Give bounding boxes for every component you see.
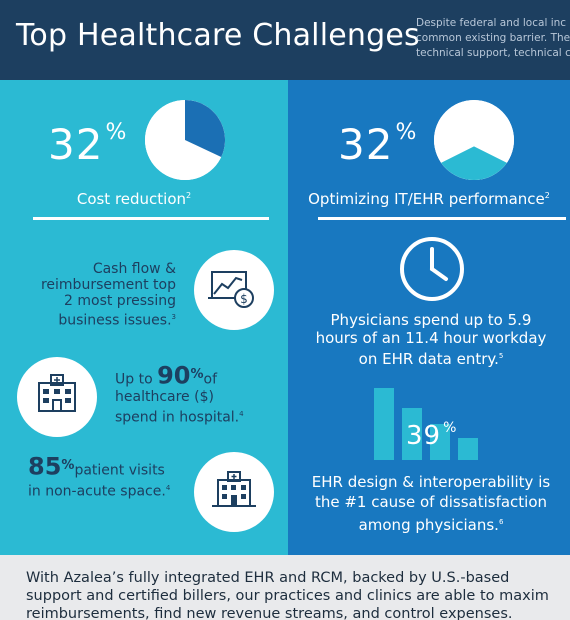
header-banner: Top Healthcare Challenges Despite federa… — [0, 0, 570, 80]
ehr-bar-graphic — [374, 388, 484, 460]
clinic-building-icon — [194, 452, 274, 532]
cost-pie-chart — [145, 100, 225, 180]
it-level-chart — [434, 100, 514, 180]
right-divider — [318, 217, 566, 220]
cashflow-line: Cash flow & — [92, 261, 176, 277]
ehr-unit: % — [443, 420, 458, 436]
visits-line-1: 85%patient visits — [28, 455, 208, 480]
cost-label-text: Cost reduction — [76, 190, 187, 208]
cashflow-ref: 3 — [171, 313, 176, 321]
cost-reduction-label: Cost reduction2 — [0, 190, 268, 208]
left-panel: 32% Cost reduction2 Cash flow & reimburs… — [0, 80, 288, 555]
hospital-unit: % — [190, 367, 204, 382]
hospital-line-text: spend in hospital. — [115, 409, 240, 426]
ehr-dissatisfaction-text: EHR design & interoperability is the #1 … — [288, 472, 570, 535]
it-label-text: Optimizing IT/EHR performance — [308, 190, 545, 208]
physicians-text: Physicians spend up to 5.9 hours of an 1… — [288, 311, 570, 368]
visits-suffix: patient visits — [74, 462, 165, 479]
visits-ref: 4 — [165, 483, 171, 492]
it-ref: 2 — [544, 191, 550, 200]
physicians-line: Physicians spend up to 5.9 — [330, 311, 532, 329]
intro-line: technical support, technical c — [416, 47, 570, 59]
ehr-percent: 39% — [406, 420, 457, 451]
ehr-bar — [458, 438, 478, 460]
it-fill-area — [434, 146, 514, 180]
finance-chart-icon: $ — [194, 250, 274, 330]
cost-pie-slice — [185, 100, 225, 158]
ehr-bar — [402, 408, 422, 460]
cost-unit: % — [105, 120, 128, 145]
intro-line: common existing barrier. The — [416, 32, 570, 44]
cashflow-text: Cash flow & reimbursement top 2 most pre… — [20, 261, 176, 329]
visits-unit: % — [61, 458, 75, 473]
ehr-line-text: among physicians. — [358, 516, 499, 534]
physicians-line: hours of an 11.4 hour workday — [315, 329, 547, 347]
cashflow-line: 2 most pressing — [64, 293, 176, 309]
intro-line: Despite federal and local inc — [416, 17, 567, 29]
cashflow-line: business issues.3 — [20, 309, 176, 329]
it-performance-percent: 32% — [338, 120, 417, 169]
physicians-ref: 5 — [498, 352, 504, 360]
it-performance-label: Optimizing IT/EHR performance2 — [288, 190, 570, 208]
cost-value: 32 — [48, 120, 104, 169]
visits-value: 85 — [28, 452, 62, 481]
left-divider — [33, 217, 269, 220]
physicians-line: on EHR data entry.5 — [288, 347, 570, 368]
cashflow-line-text: business issues. — [58, 312, 172, 329]
hospital-suffix: of — [203, 371, 218, 388]
it-value: 32 — [338, 120, 394, 169]
footer-line: With Azalea’s fully integrated EHR and R… — [26, 570, 510, 586]
header-intro-text: Despite federal and local inc common exi… — [416, 16, 570, 61]
visits-line-2: in non-acute space.4 — [28, 480, 208, 501]
visits-text: 85%patient visits in non-acute space.4 — [28, 455, 208, 501]
right-panel: 32% Optimizing IT/EHR performance2 Physi… — [288, 80, 570, 555]
hospital-line-1: Up to 90%of — [115, 364, 285, 389]
hospital-ref: 4 — [239, 409, 244, 418]
ehr-line: EHR design & interoperability is — [311, 473, 551, 491]
ehr-value: 39 — [406, 421, 442, 451]
hospital-spend-text: Up to 90%of healthcare ($) spend in hosp… — [115, 364, 285, 427]
ehr-bar — [430, 424, 450, 460]
footer-text: With Azalea’s fully integrated EHR and R… — [26, 569, 570, 620]
hospital-value: 90 — [157, 361, 191, 390]
footer-line: reimbursements, find new revenue streams… — [26, 606, 513, 620]
svg-text:$: $ — [240, 292, 248, 306]
physicians-line-text: on EHR data entry. — [358, 350, 499, 368]
visits-line-text: in non-acute space. — [28, 483, 166, 500]
cost-reduction-percent: 32% — [48, 120, 127, 169]
ehr-line: among physicians.6 — [288, 512, 570, 535]
hospital-icon — [17, 357, 97, 437]
ehr-ref: 6 — [498, 518, 504, 526]
clock-icon — [398, 235, 466, 303]
page-title: Top Healthcare Challenges — [16, 18, 420, 53]
cashflow-line: reimbursement top — [40, 277, 176, 293]
footer-banner: With Azalea’s fully integrated EHR and R… — [0, 555, 570, 620]
footer-line: support and certified billers, our pract… — [26, 588, 549, 604]
ehr-line: the #1 cause of dissatisfaction — [314, 493, 548, 511]
it-unit: % — [395, 120, 418, 145]
hospital-prefix: Up to — [115, 371, 158, 388]
hospital-line: spend in hospital.4 — [115, 406, 285, 427]
ehr-bar — [374, 388, 394, 460]
cost-ref: 2 — [186, 191, 192, 200]
hospital-line: healthcare ($) — [115, 388, 214, 405]
